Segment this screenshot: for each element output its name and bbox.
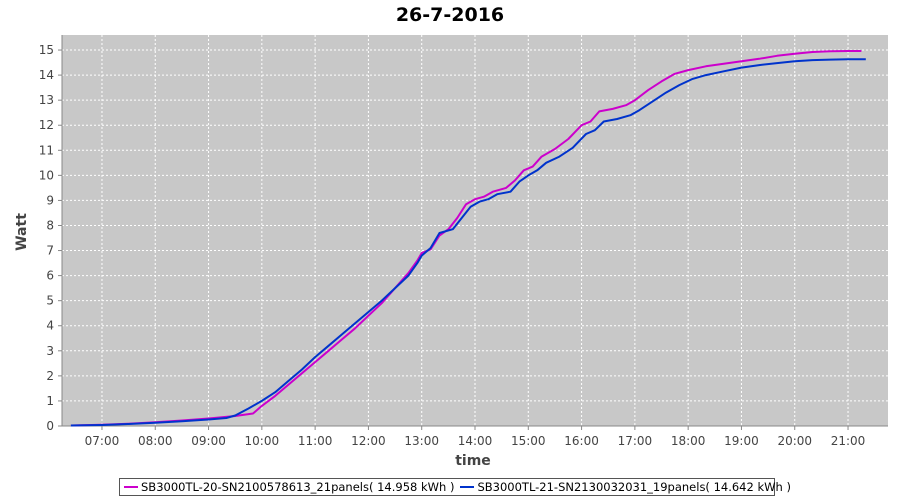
y-axis-label: Watt bbox=[14, 213, 30, 251]
legend: SB3000TL-20-SN2100578613_21panels( 14.95… bbox=[119, 478, 791, 496]
y-tick-label: 5 bbox=[46, 294, 54, 308]
x-tick-label: 15:00 bbox=[511, 434, 546, 448]
y-tick-label: 13 bbox=[39, 93, 54, 107]
y-tick-label: 2 bbox=[46, 369, 54, 383]
series-line-1 bbox=[70, 50, 862, 427]
axes bbox=[58, 35, 888, 430]
x-tick-label: 20:00 bbox=[777, 434, 812, 448]
x-tick-label: 10:00 bbox=[245, 434, 280, 448]
x-tick-label: 13:00 bbox=[404, 434, 439, 448]
series-line-2 bbox=[70, 58, 866, 427]
y-tick-label: 14 bbox=[39, 68, 54, 82]
x-tick-labels: 07:00 08:00 09:00 10:00 11:00 12:00 13:00 14:00… bbox=[85, 434, 866, 448]
y-tick-label: 1 bbox=[46, 394, 54, 408]
y-tick-label: 8 bbox=[46, 218, 54, 232]
x-tick-label: 14:00 bbox=[458, 434, 493, 448]
x-tick-label: 16:00 bbox=[564, 434, 599, 448]
x-tick-label: 19:00 bbox=[724, 434, 759, 448]
legend-swatch-2 bbox=[460, 486, 475, 488]
x-tick-label: 11:00 bbox=[298, 434, 333, 448]
x-axis-label: time bbox=[455, 453, 491, 469]
legend-label-1: SB3000TL-20-SN2100578613_21panels( 14.95… bbox=[141, 480, 455, 494]
legend-item-1: SB3000TL-20-SN2100578613_21panels( 14.95… bbox=[124, 480, 454, 494]
y-tick-label: 15 bbox=[39, 43, 54, 57]
legend-label-2: SB3000TL-21-SN2130032031_19panels( 14.64… bbox=[477, 480, 791, 494]
x-tick-label: 09:00 bbox=[191, 434, 226, 448]
chart-title: 26-7-2016 bbox=[396, 4, 504, 26]
y-tick-label: 6 bbox=[46, 269, 54, 283]
series-lines bbox=[70, 50, 866, 427]
x-tick-label: 07:00 bbox=[85, 434, 120, 448]
x-tick-label: 21:00 bbox=[831, 434, 866, 448]
grid-lines bbox=[62, 35, 888, 426]
x-tick-label: 08:00 bbox=[138, 434, 173, 448]
x-tick-label: 18:00 bbox=[671, 434, 706, 448]
y-tick-label: 11 bbox=[39, 143, 54, 157]
y-tick-label: 7 bbox=[46, 244, 54, 258]
x-tick-label: 17:00 bbox=[618, 434, 653, 448]
y-tick-label: 9 bbox=[46, 193, 54, 207]
legend-item-2: SB3000TL-21-SN2130032031_19panels( 14.64… bbox=[460, 480, 791, 494]
y-tick-label: 3 bbox=[46, 344, 54, 358]
legend-swatch-1 bbox=[124, 486, 138, 488]
y-tick-label: 4 bbox=[46, 319, 54, 333]
y-tick-label: 0 bbox=[46, 419, 54, 433]
x-tick-label: 12:00 bbox=[351, 434, 386, 448]
y-tick-label: 12 bbox=[39, 118, 54, 132]
y-tick-label: 10 bbox=[39, 168, 54, 182]
